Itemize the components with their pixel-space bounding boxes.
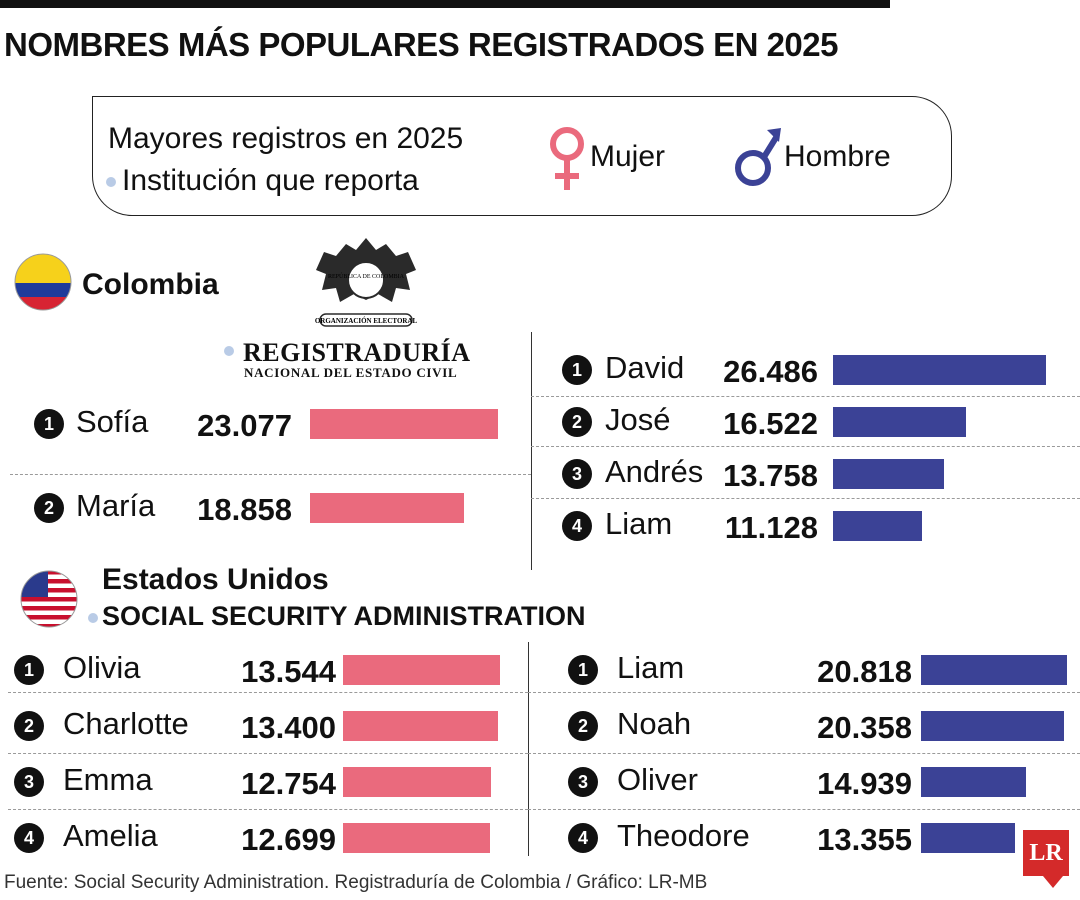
rank-badge: 1 bbox=[568, 655, 598, 685]
chart-title: NOMBRES MÁS POPULARES REGISTRADOS EN 202… bbox=[4, 26, 839, 63]
bar bbox=[921, 711, 1064, 741]
bar bbox=[343, 767, 491, 797]
usa-divider bbox=[528, 642, 529, 856]
rank-badge: 2 bbox=[562, 407, 592, 437]
bar bbox=[310, 409, 498, 439]
bar bbox=[833, 355, 1046, 385]
lr-logo-tail bbox=[1043, 876, 1063, 888]
rank-badge: 2 bbox=[14, 711, 44, 741]
rank-badge: 3 bbox=[14, 767, 44, 797]
value-label: 13.758 bbox=[723, 458, 818, 493]
row-divider bbox=[528, 753, 1080, 754]
registraduria-logo-line2: NACIONAL DEL ESTADO CIVIL bbox=[244, 365, 458, 380]
bar bbox=[833, 511, 922, 541]
rank-badge: 4 bbox=[562, 511, 592, 541]
female-symbol-icon bbox=[550, 127, 584, 190]
value-label: 13.544 bbox=[241, 654, 336, 689]
value-label: 23.077 bbox=[197, 408, 292, 443]
colombia-divider bbox=[531, 332, 532, 570]
value-label: 13.355 bbox=[817, 822, 912, 857]
bar bbox=[833, 459, 944, 489]
row-divider bbox=[8, 753, 528, 754]
legend-female: Mujer bbox=[590, 140, 666, 173]
name-label: David bbox=[605, 350, 685, 385]
row-divider bbox=[531, 446, 1080, 447]
value-label: 20.818 bbox=[817, 654, 912, 689]
row-divider bbox=[528, 692, 1080, 693]
name-label: Sofía bbox=[76, 404, 149, 439]
rank-badge: 1 bbox=[562, 355, 592, 385]
name-label: Theodore bbox=[617, 818, 750, 853]
rank-badge: 1 bbox=[34, 409, 64, 439]
registraduria-seal-logo: REPÚBLICA DE COLOMBIA ORGANIZACIÓN ELECT… bbox=[315, 238, 418, 327]
name-label: Noah bbox=[617, 706, 692, 741]
name-label: José bbox=[605, 402, 671, 437]
name-label: Olivia bbox=[63, 650, 141, 685]
registraduria-logo-line1: REGISTRADURÍA bbox=[243, 338, 471, 367]
value-label: 14.939 bbox=[817, 766, 912, 801]
row-divider bbox=[8, 692, 528, 693]
rank-badge: 2 bbox=[34, 493, 64, 523]
row-divider bbox=[531, 498, 1080, 499]
row-divider bbox=[10, 474, 531, 475]
legend-line2-wrap: Institución que reporta bbox=[106, 164, 419, 198]
name-label: Amelia bbox=[63, 818, 158, 853]
lr-logo: LR bbox=[1023, 830, 1069, 876]
rank-badge: 4 bbox=[568, 823, 598, 853]
name-label: María bbox=[76, 488, 156, 523]
name-label: Andrés bbox=[605, 454, 704, 489]
seal-text-2: ORGANIZACIÓN ELECTORAL bbox=[315, 317, 418, 325]
value-label: 13.400 bbox=[241, 710, 336, 745]
usa-flag-icon bbox=[20, 570, 78, 628]
colombia-flag-icon bbox=[14, 253, 72, 311]
row-divider bbox=[528, 809, 1080, 810]
legend-line2: Institución que reporta bbox=[122, 164, 419, 197]
value-label: 11.128 bbox=[724, 510, 818, 545]
rank-badge: 4 bbox=[14, 823, 44, 853]
row-divider bbox=[531, 396, 1080, 397]
male-symbol-icon bbox=[735, 128, 781, 186]
legend-box bbox=[92, 96, 952, 216]
name-label: Charlotte bbox=[63, 706, 189, 741]
row-divider bbox=[8, 809, 528, 810]
colombia-title: Colombia bbox=[82, 268, 219, 301]
rank-badge: 3 bbox=[568, 767, 598, 797]
value-label: 26.486 bbox=[723, 354, 818, 389]
name-label: Liam bbox=[605, 506, 673, 541]
value-label: 12.699 bbox=[241, 822, 336, 857]
name-label: Liam bbox=[617, 650, 685, 685]
rank-badge: 2 bbox=[568, 711, 598, 741]
name-label: Emma bbox=[63, 762, 153, 797]
bar bbox=[833, 407, 966, 437]
value-label: 20.358 bbox=[817, 710, 912, 745]
name-label: Oliver bbox=[617, 762, 698, 797]
bar bbox=[310, 493, 464, 523]
bullet-dot bbox=[88, 613, 98, 623]
legend-male: Hombre bbox=[784, 140, 891, 173]
bullet-dot bbox=[106, 177, 116, 188]
top-rule bbox=[0, 0, 890, 8]
bullet-dot bbox=[224, 346, 234, 356]
usa-title: Estados Unidos bbox=[102, 563, 329, 596]
rank-badge: 1 bbox=[14, 655, 44, 685]
value-label: 12.754 bbox=[241, 766, 336, 801]
legend-line1: Mayores registros en 2025 bbox=[108, 122, 464, 155]
bar bbox=[343, 823, 490, 853]
bar bbox=[921, 767, 1026, 797]
bar bbox=[343, 655, 500, 685]
bar bbox=[921, 823, 1015, 853]
seal-text-1: REPÚBLICA DE COLOMBIA bbox=[328, 272, 405, 280]
value-label: 16.522 bbox=[723, 406, 818, 441]
bar bbox=[921, 655, 1067, 685]
bar bbox=[343, 711, 498, 741]
rank-badge: 3 bbox=[562, 459, 592, 489]
usa-institution: SOCIAL SECURITY ADMINISTRATION bbox=[102, 601, 586, 631]
footer-source: Fuente: Social Security Administration. … bbox=[4, 872, 708, 893]
value-label: 18.858 bbox=[197, 492, 292, 527]
